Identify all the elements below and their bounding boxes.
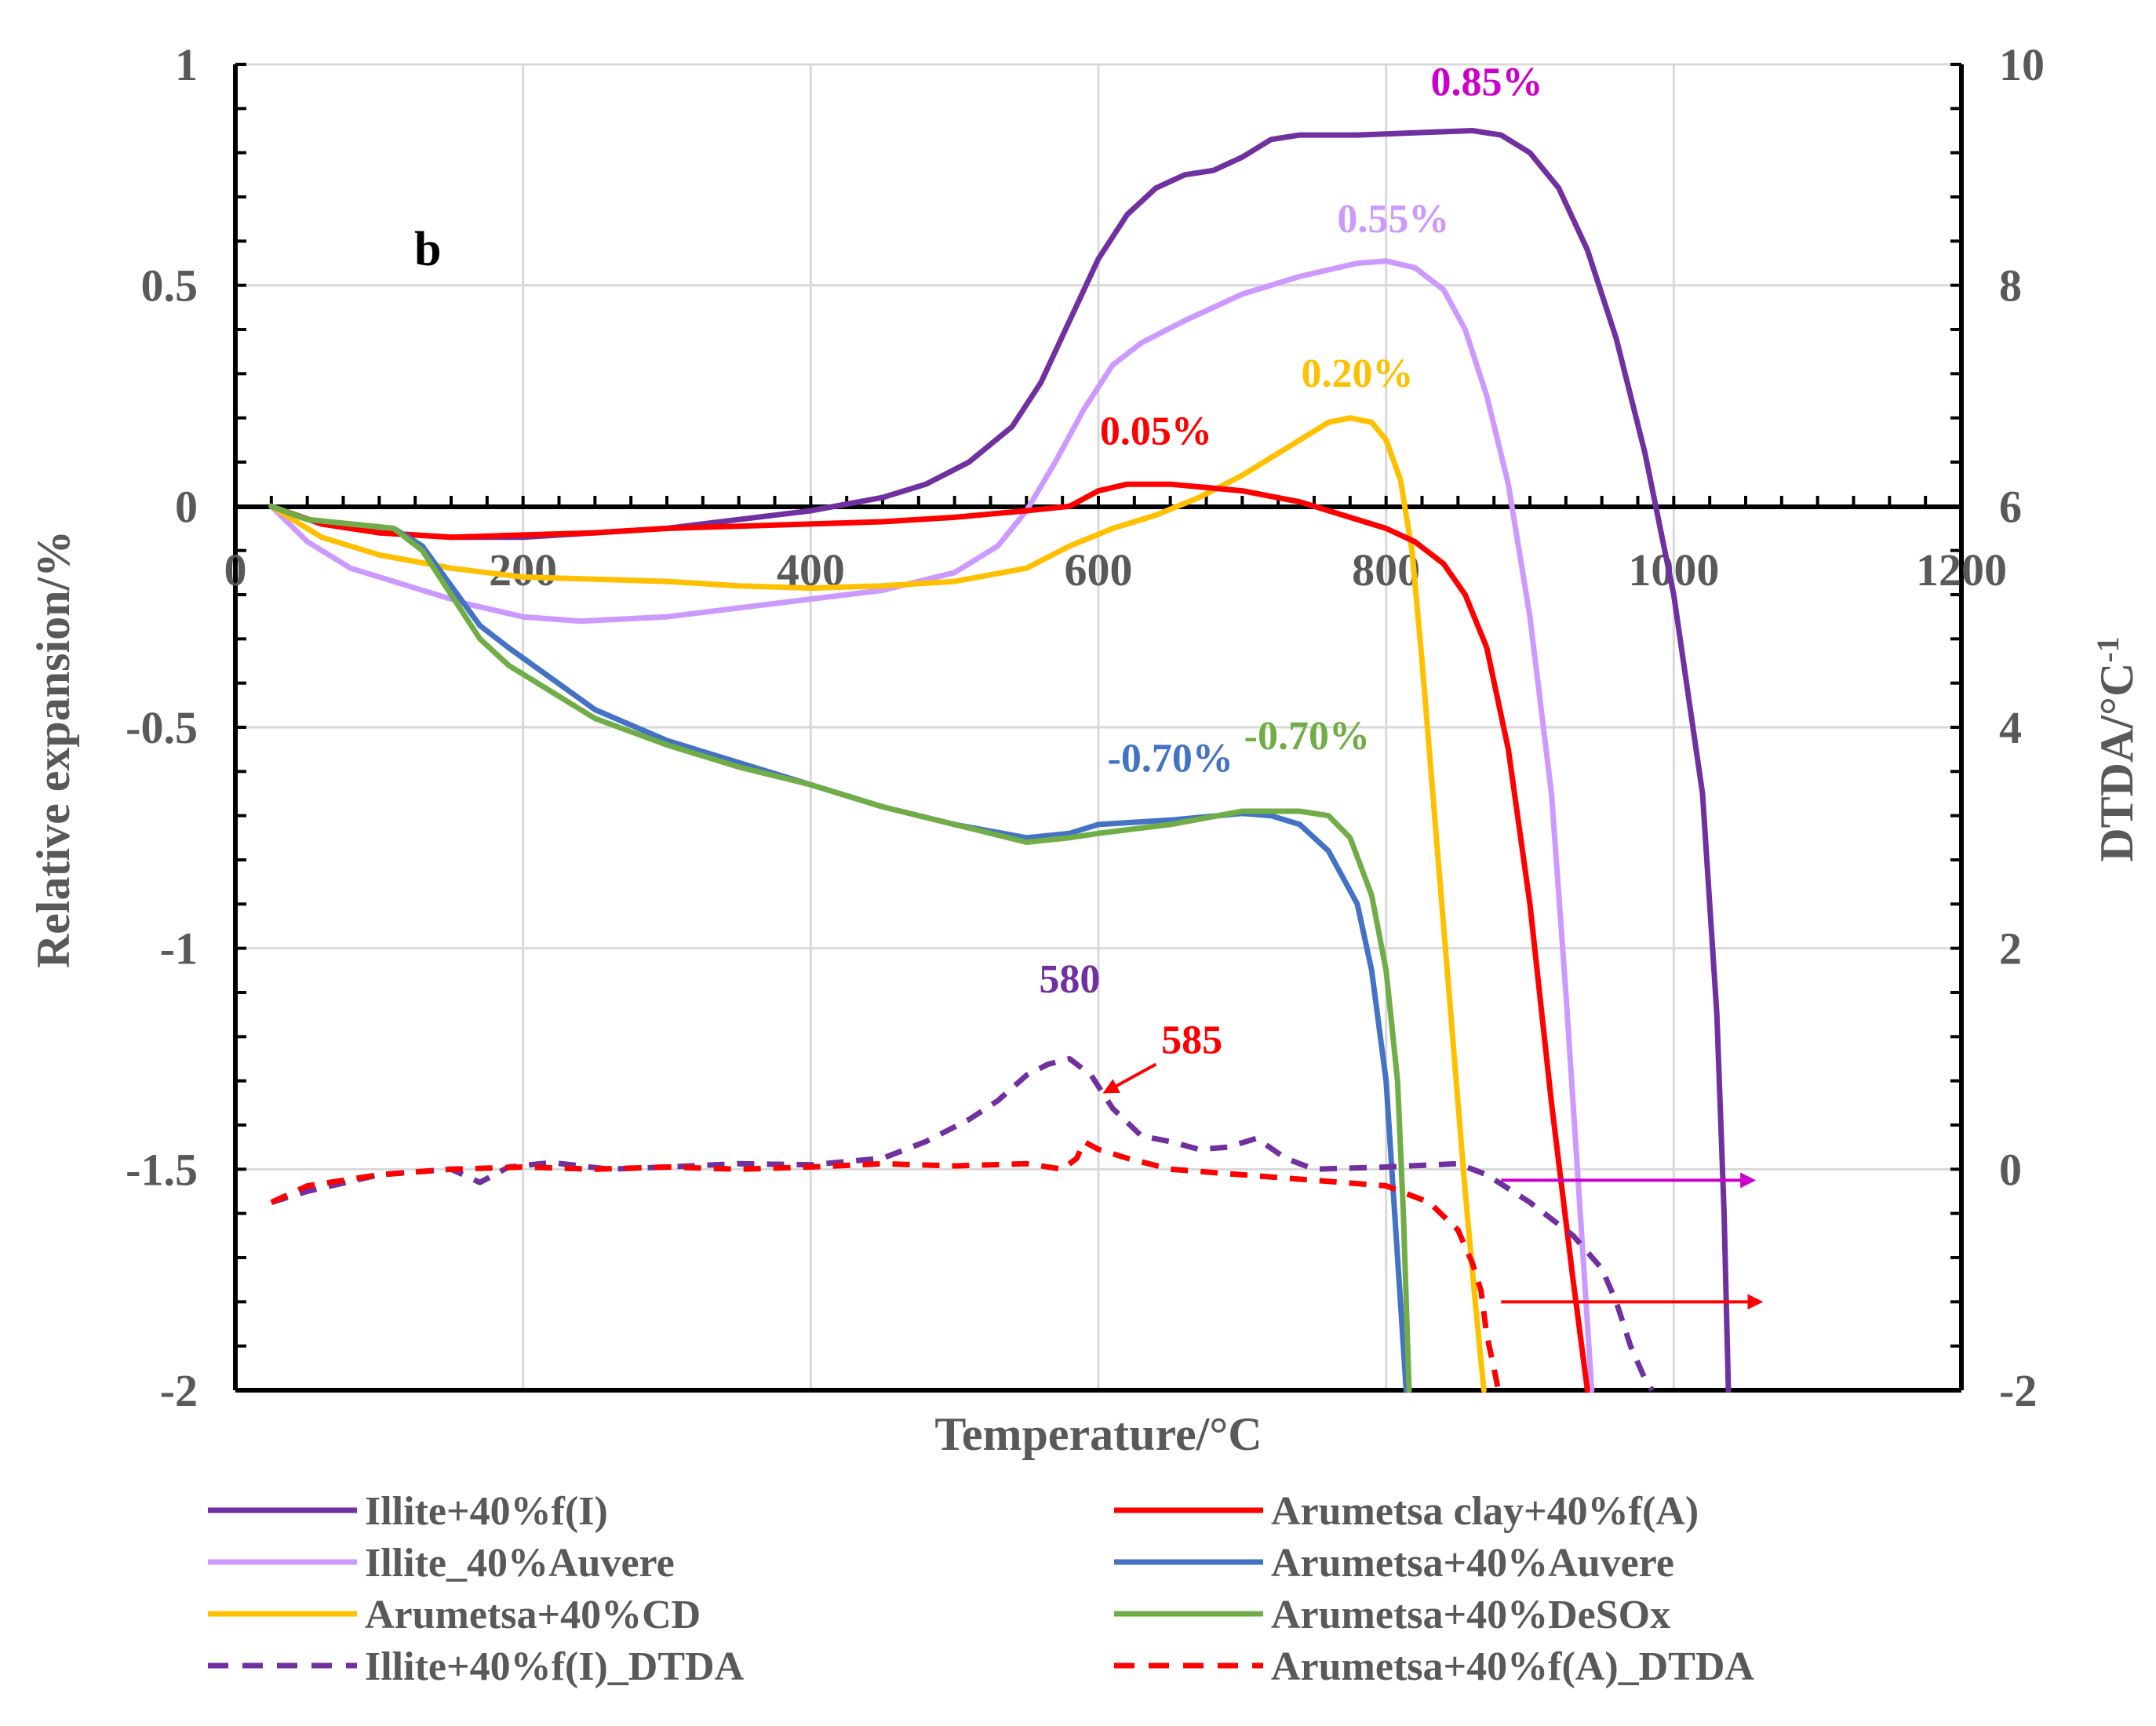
y-axis-title: Relative expansion/% xyxy=(27,530,79,968)
annotation-label: -0.70% xyxy=(1108,736,1233,781)
annotation-label: 0.05% xyxy=(1100,409,1212,453)
annotation-label: 585 xyxy=(1161,1018,1222,1062)
y2-tick-label: 0 xyxy=(1999,1144,2022,1195)
y-tick-label: -1.5 xyxy=(126,1144,198,1195)
y-tick-label: 0 xyxy=(175,481,198,532)
series-line xyxy=(270,1056,1655,1392)
y-tick-label: -2 xyxy=(160,1365,198,1416)
y2-tick-label: 10 xyxy=(1999,39,2045,90)
annotations: 0.85% 0.55% 0.20% 0.05% -0.70% -0.70% 580 585 xyxy=(1039,60,1764,1310)
y2-tick-label: 8 xyxy=(1999,260,2022,311)
y2-axis-title-text: DTDA/°C xyxy=(2091,663,2143,862)
y-tick-label: 1 xyxy=(175,39,198,90)
legend-label: Arumetsa+40%DeSOx xyxy=(1271,1593,1670,1637)
legend-label: Illite+40%f(I)_DTDA xyxy=(365,1644,745,1689)
legend-label: Arumetsa+40%f(A)_DTDA xyxy=(1271,1644,1754,1689)
series-line xyxy=(268,415,1487,1393)
legend-label: Illite_40%Auvere xyxy=(365,1541,675,1586)
y2-tick-label: -2 xyxy=(1999,1365,2037,1416)
annotation-label: 580 xyxy=(1039,957,1100,1002)
annotation-arrow xyxy=(1102,1062,1157,1094)
x-axis-title: Temperature/°C xyxy=(934,1408,1262,1460)
axes: 0 200 400 600 800 1000 120010.50-0.5-1-1.5-210… xyxy=(126,39,2045,1416)
legend: Illite+40%f(I) Arumetsa clay+40%f(A) Illit… xyxy=(208,1489,1754,1689)
y2-tick-label: 4 xyxy=(1999,702,2022,753)
annotation-label: -0.70% xyxy=(1244,714,1370,759)
y-tick-label: -1 xyxy=(160,923,198,974)
y-tick-label: -0.5 xyxy=(126,702,198,753)
panel-label: b xyxy=(414,223,441,276)
series-layer xyxy=(268,128,1732,1393)
axis-labels: b Temperature/°C Relative expansion/% DT… xyxy=(27,223,2143,1460)
annotation-label: 0.55% xyxy=(1337,197,1449,242)
series-line xyxy=(268,481,1590,1393)
x-tick-label: 0 xyxy=(224,544,247,595)
x-tick-label: 600 xyxy=(1065,544,1133,595)
x-tick-label: 800 xyxy=(1352,544,1420,595)
y2-tick-label: 2 xyxy=(1999,923,2022,974)
series-line xyxy=(268,258,1595,1393)
annotation-label: 0.85% xyxy=(1431,60,1543,104)
legend-label: Arumetsa+40%Auvere xyxy=(1271,1541,1674,1586)
y2-axis-title: DTDA/°C-1 xyxy=(2090,636,2143,861)
y2-tick-label: 6 xyxy=(1999,481,2022,532)
annotation-label: 0.20% xyxy=(1302,351,1414,396)
legend-label: Illite+40%f(I) xyxy=(365,1489,608,1534)
legend-label: Arumetsa clay+40%f(A) xyxy=(1271,1489,1699,1534)
y2-axis-title-superscript: -1 xyxy=(2090,636,2125,662)
x-tick-label: 200 xyxy=(489,544,557,595)
series-line xyxy=(268,503,1412,1393)
x-tick-label: 1200 xyxy=(1916,544,2007,595)
legend-label: Arumetsa+40%CD xyxy=(365,1593,701,1637)
y-tick-label: 0.5 xyxy=(141,260,198,311)
